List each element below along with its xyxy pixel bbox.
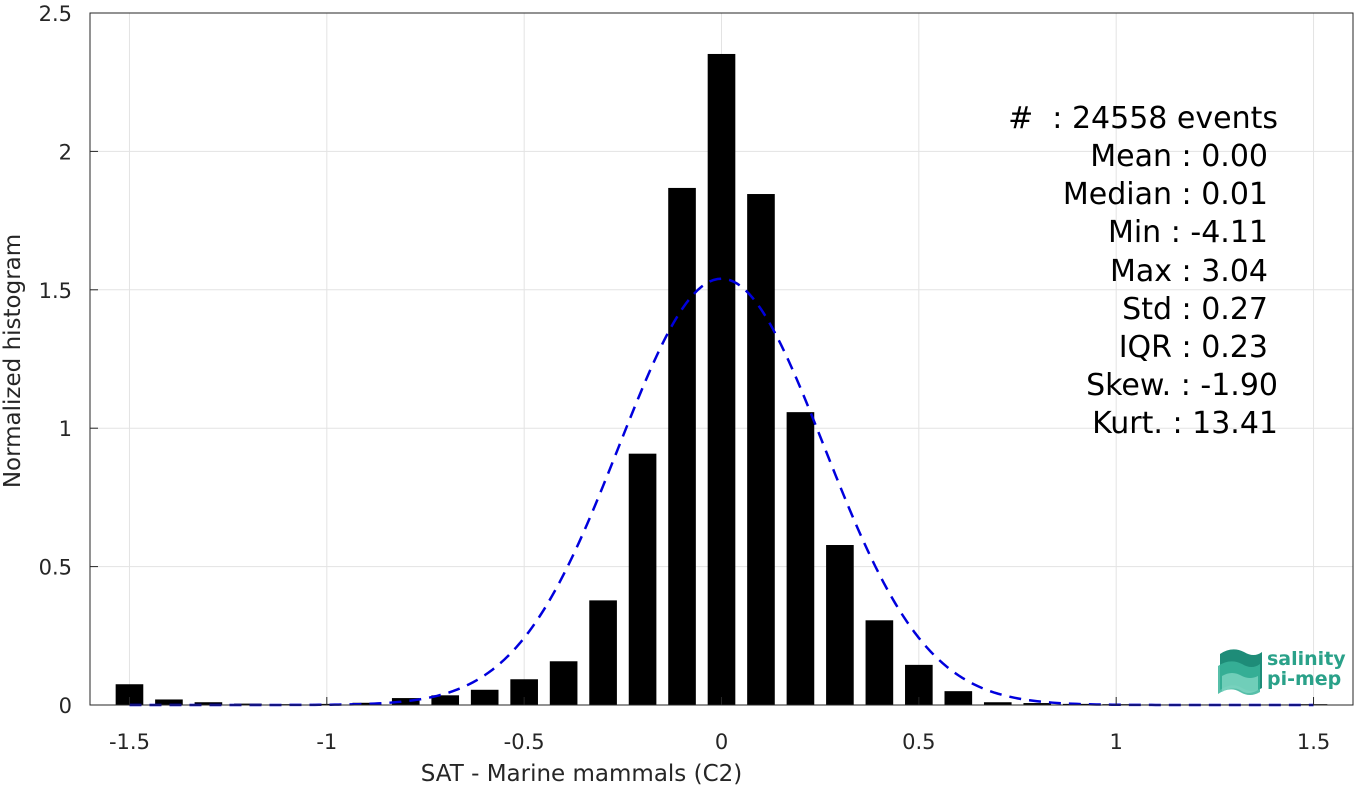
histogram-bar xyxy=(470,689,499,705)
histogram-bar xyxy=(1023,703,1052,705)
histogram-bar xyxy=(747,194,775,705)
x-tick-label: 0 xyxy=(715,730,728,754)
y-tick-label: 2 xyxy=(59,140,72,164)
histogram-bar xyxy=(234,703,262,705)
y-tick-label: 1.5 xyxy=(39,279,72,303)
logo-line2: pi-mep xyxy=(1267,668,1341,690)
histogram-bar xyxy=(786,412,815,705)
x-tick-label: 1 xyxy=(1110,730,1123,754)
histogram-bars xyxy=(115,53,1328,705)
stats-annotation: # : 24558 events Mean : 0.00 Median : 0.… xyxy=(1008,101,1278,441)
histogram-bar xyxy=(628,453,657,705)
x-axis-label: SAT - Marine mammals (C2) xyxy=(421,761,743,785)
y-tick-label: 2.5 xyxy=(39,2,72,26)
histogram-bar xyxy=(944,691,973,705)
histogram-bar xyxy=(115,684,144,705)
wave-icon xyxy=(1218,649,1262,695)
stat-mean: Mean : 0.00 xyxy=(1090,139,1268,174)
histogram-bar xyxy=(352,702,381,705)
salinity-pi-mep-logo: salinity pi-mep xyxy=(1218,648,1346,695)
histogram-bar xyxy=(391,698,420,705)
y-tick-label: 1 xyxy=(59,417,72,441)
stat-skew: Skew. : -1.90 xyxy=(1086,368,1278,403)
y-tick-label: 0.5 xyxy=(39,556,72,580)
histogram-bar xyxy=(549,661,578,705)
y-tick-label: 0 xyxy=(59,694,72,718)
histogram-bar xyxy=(431,695,460,705)
histogram-bar xyxy=(194,702,223,705)
axis-ticks: -1.5 -1 -0.5 0 0.5 1 1.5 0 0.5 1 1.5 2 2.5 xyxy=(39,2,1331,754)
histogram-bar xyxy=(983,702,1012,705)
histogram-bar xyxy=(155,699,183,705)
stat-max: Max : 3.04 xyxy=(1110,254,1268,289)
stat-median: Median : 0.01 xyxy=(1063,177,1268,212)
x-tick-label: -1.5 xyxy=(109,730,150,754)
stat-iqr: IQR : 0.23 xyxy=(1119,330,1268,365)
x-tick-label: -0.5 xyxy=(504,730,545,754)
x-tick-label: 1.5 xyxy=(1297,730,1330,754)
histogram-bar xyxy=(826,545,854,705)
stat-min: Min : -4.11 xyxy=(1108,215,1268,250)
logo-line1: salinity xyxy=(1267,648,1346,670)
y-axis-label: Normalized histogram xyxy=(0,234,26,488)
histogram-bar xyxy=(707,53,736,705)
histogram-bar xyxy=(668,187,696,705)
stat-events: # : 24558 events xyxy=(1008,101,1278,136)
stat-std: Std : 0.27 xyxy=(1122,292,1268,327)
histogram-bar xyxy=(589,600,617,705)
stat-kurt: Kurt. : 13.41 xyxy=(1092,406,1278,441)
x-tick-label: 0.5 xyxy=(902,730,935,754)
histogram-bar xyxy=(865,620,894,705)
x-tick-label: -1 xyxy=(316,730,337,754)
